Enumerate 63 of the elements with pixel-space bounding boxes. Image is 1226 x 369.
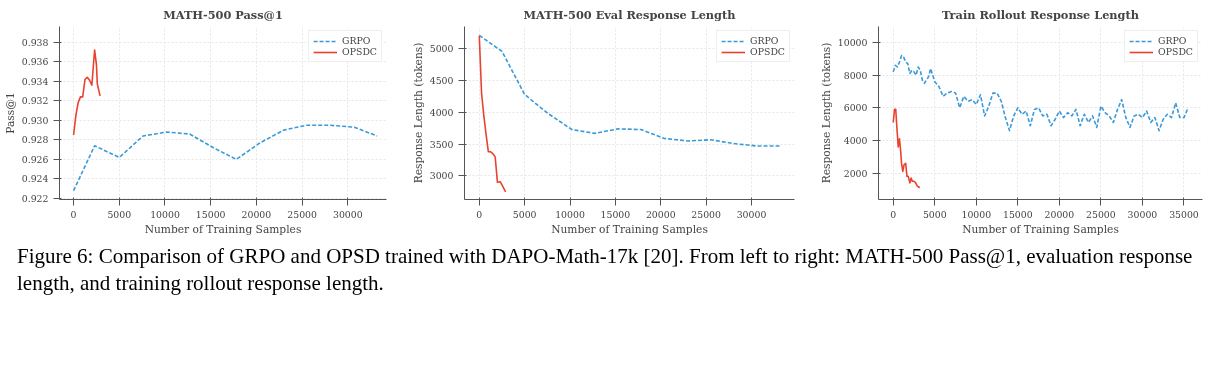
x-tick-label: 5000 xyxy=(512,208,537,220)
x-tick-label: 20000 xyxy=(645,208,676,220)
y-tick-label: 4000 xyxy=(843,134,868,146)
y-tick-label: 3000 xyxy=(429,170,454,182)
x-tick-label: 10000 xyxy=(555,208,585,220)
x-tick-label: 15000 xyxy=(600,208,631,220)
y-tick-label: 0.922 xyxy=(21,193,49,205)
y-axis-title: Response Length (tokens) xyxy=(819,42,833,184)
legend-label: GRPO xyxy=(750,35,779,46)
x-axis-title: Number of Training Samples xyxy=(962,222,1119,236)
x-tick-label: 5000 xyxy=(922,208,947,220)
x-tick-label: 30000 xyxy=(1127,208,1158,220)
x-tick-label: 30000 xyxy=(736,208,767,220)
legend-label: GRPO xyxy=(342,35,371,46)
y-tick-label: 6000 xyxy=(843,102,868,114)
legend-label: OPSDC xyxy=(342,46,377,57)
y-tick-label: 0.936 xyxy=(21,56,49,68)
x-tick-label: 20000 xyxy=(241,208,272,220)
x-tick-label: 25000 xyxy=(287,208,318,220)
x-tick-label: 25000 xyxy=(691,208,722,220)
chart-title: MATH-500 Eval Response Length xyxy=(523,7,736,22)
line-series xyxy=(892,54,1189,132)
y-tick-label: 3500 xyxy=(429,138,454,150)
y-tick-label: 0.934 xyxy=(21,75,49,87)
x-tick-label: 10000 xyxy=(150,208,180,220)
y-tick-label: 8000 xyxy=(843,69,868,81)
line-series xyxy=(892,108,921,189)
y-tick-label: 4000 xyxy=(429,106,454,118)
line-series xyxy=(478,35,507,193)
x-tick-label: 0 xyxy=(890,208,897,220)
y-axis-title: Response Length (tokens) xyxy=(411,42,425,184)
x-tick-label: 35000 xyxy=(1169,208,1199,220)
x-tick-label: 10000 xyxy=(961,208,992,220)
y-axis-title: Pass@1 xyxy=(3,92,17,134)
x-tick-label: 30000 xyxy=(332,208,363,220)
line-series xyxy=(72,49,101,136)
x-tick-label: 0 xyxy=(70,208,77,220)
y-tick-label: 10000 xyxy=(837,36,868,48)
y-tick-label: 0.926 xyxy=(21,153,49,165)
legend-label: OPSDC xyxy=(750,46,785,57)
x-axis-title: Number of Training Samples xyxy=(551,222,708,236)
chart-title: Train Rollout Response Length xyxy=(942,7,1139,22)
line-series xyxy=(478,34,782,147)
y-tick-label: 4500 xyxy=(429,75,454,87)
x-axis-title: Number of Training Samples xyxy=(144,222,302,236)
x-tick-label: 25000 xyxy=(1086,208,1116,220)
x-tick-label: 0 xyxy=(476,208,483,220)
y-tick-label: 0.928 xyxy=(21,134,49,146)
x-tick-label: 5000 xyxy=(107,208,132,220)
chart-title: MATH-500 Pass@1 xyxy=(163,7,283,22)
caption: Figure 6: Comparison of GRPO and OPSD trained with DAPO-Math-17k [20]. From left to right: MATH-500 Pass@1, evaluation response length, and training rollout response length. xyxy=(17,243,1194,298)
x-tick-label: 15000 xyxy=(1003,208,1033,220)
x-tick-label: 20000 xyxy=(1044,208,1075,220)
legend-label: GRPO xyxy=(1158,35,1187,46)
x-tick-label: 15000 xyxy=(195,208,226,220)
y-tick-label: 0.932 xyxy=(21,95,49,107)
line-series xyxy=(72,124,378,192)
y-tick-label: 5000 xyxy=(429,43,454,55)
legend-label: OPSDC xyxy=(1158,46,1193,57)
y-tick-label: 0.938 xyxy=(21,36,49,48)
y-tick-label: 2000 xyxy=(843,167,868,179)
y-tick-label: 0.930 xyxy=(21,114,49,126)
y-tick-label: 0.924 xyxy=(21,173,49,185)
